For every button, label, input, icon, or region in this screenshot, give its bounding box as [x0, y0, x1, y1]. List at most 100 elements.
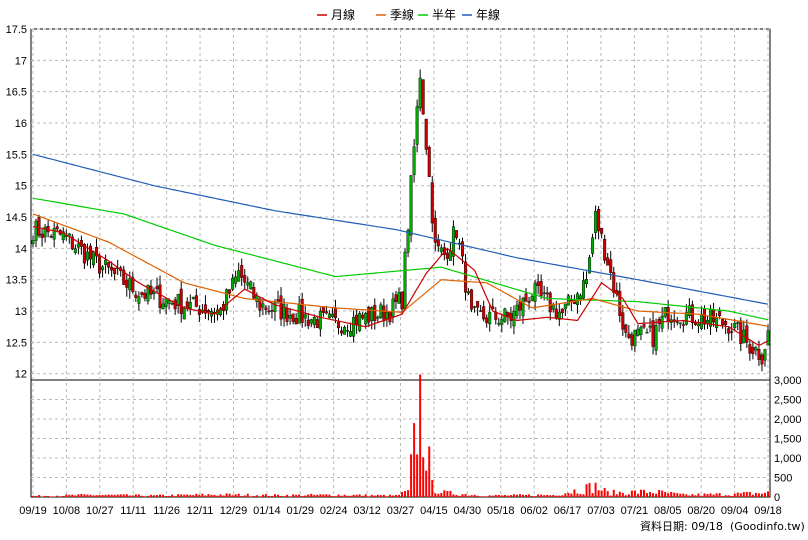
candle-down [382, 305, 386, 322]
candle-up [73, 248, 77, 253]
volume-bar [180, 494, 183, 497]
date-tick-label: 06/02 [520, 505, 548, 517]
volume-bar [56, 495, 59, 497]
candle-down [730, 331, 734, 333]
candle-up [327, 313, 331, 319]
candle-up [699, 313, 703, 329]
volume-bar [80, 493, 83, 497]
candle-down [140, 292, 144, 295]
candle-up [34, 220, 38, 241]
volume-bar [125, 494, 128, 497]
candle-up [370, 307, 374, 321]
volume-bar [509, 495, 512, 497]
candle-up [297, 304, 301, 324]
volume-bar [71, 494, 74, 497]
volume-bar [340, 495, 343, 497]
date-tick-label: 08/20 [687, 505, 715, 517]
date-tick-label: 03/27 [387, 505, 415, 517]
volume-bar [77, 494, 80, 497]
volume-bar [751, 494, 754, 497]
volume-bar [733, 493, 736, 497]
price-tick-label: 17.5 [6, 24, 27, 36]
volume-bar [624, 495, 627, 497]
candle-down [476, 300, 480, 308]
date-axis: 09/19 10/08 10/27 11/11 11/26 12/11 12/29 01/14… [19, 505, 782, 517]
volume-bar [682, 493, 685, 497]
volume-bar [661, 490, 664, 497]
candle-up [563, 303, 567, 310]
volume-bar [219, 494, 222, 497]
volume-bar [364, 494, 367, 497]
candle-down [606, 257, 610, 266]
candle-down [270, 310, 274, 312]
volume-bar [455, 494, 458, 497]
date-tick-label: 10/27 [86, 505, 114, 517]
candle-down [548, 292, 552, 313]
volume-bar [59, 496, 62, 497]
candle-down [240, 265, 244, 278]
volume-bar [515, 494, 518, 497]
volume-bar [201, 493, 204, 497]
candle-down [400, 291, 404, 310]
volume-bar [183, 494, 186, 497]
volume-bar [261, 494, 264, 497]
candle-down [324, 311, 328, 314]
candle-down [185, 301, 189, 309]
candle-up [763, 349, 767, 361]
candle-down [572, 300, 576, 305]
candle-down [560, 308, 564, 314]
candle-up [675, 321, 679, 323]
grid [31, 28, 770, 497]
volume-axis: 3,000 2,500 2,000 1,500 1,000 500 0 [774, 375, 802, 504]
candle-up [754, 347, 758, 351]
volume-bar [165, 496, 168, 497]
volume-bar [437, 493, 440, 497]
volume-bar [131, 495, 134, 497]
candle-down [82, 244, 86, 264]
volume-bar [440, 493, 443, 497]
volume-bar [594, 482, 597, 497]
candle-up [439, 247, 443, 252]
volume-bar [500, 495, 503, 497]
volume-bar [667, 493, 670, 497]
candle-down [436, 239, 440, 247]
candle-down [433, 218, 437, 243]
volume-bar [715, 493, 718, 497]
price-tick-label: 17 [15, 55, 27, 67]
volume-bar [113, 494, 116, 497]
volume-bar [249, 496, 252, 497]
candle-down [306, 319, 310, 326]
date-tick-label: 08/05 [654, 505, 682, 517]
volume-bar [210, 494, 213, 497]
volume-bar [258, 496, 261, 497]
volume-bar [470, 495, 473, 497]
volume-bar [35, 495, 38, 497]
price-tick-label: 12.5 [6, 337, 27, 349]
candle-up [585, 279, 589, 285]
volume-bar [107, 494, 110, 497]
volume-bar [104, 494, 107, 497]
volume-bar [349, 495, 352, 497]
volume-bar [664, 492, 667, 497]
volume-bar [748, 492, 751, 497]
date-tick-label: 09/18 [754, 505, 782, 517]
volume-bar [195, 493, 198, 497]
volume-bar [679, 493, 682, 497]
legend-label-month: 月線 [331, 7, 355, 22]
candle-up [497, 322, 501, 325]
volume-bar [630, 490, 633, 497]
candle-down [355, 314, 359, 326]
candle-down [70, 236, 74, 250]
volume-bar [700, 495, 703, 497]
candle-up [137, 296, 141, 304]
candle-down [470, 289, 474, 310]
candle-up [736, 322, 740, 324]
volume-bar [283, 496, 286, 497]
volume-bar [767, 491, 769, 497]
candle-down [430, 182, 434, 224]
volume-tick-label: 0 [774, 492, 780, 504]
volume-bar [685, 494, 688, 497]
candle-up [467, 291, 471, 294]
volume-bar [458, 495, 461, 497]
candle-down [134, 294, 138, 298]
